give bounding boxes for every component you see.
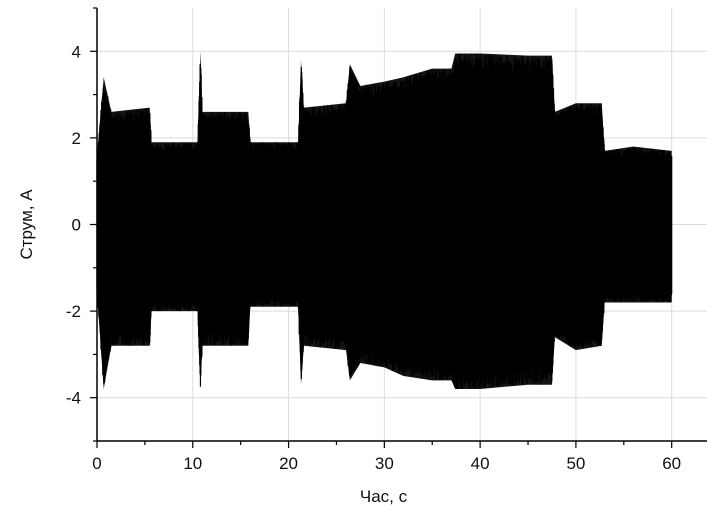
current-signal-band [96, 51, 673, 390]
x-tick-label: 10 [183, 454, 202, 473]
y-tick-label: 4 [72, 42, 81, 61]
signal-envelope [97, 51, 672, 390]
y-axis-ticks: -4 -2 0 2 4 [66, 7, 97, 442]
x-tick-label: 60 [662, 454, 681, 473]
x-tick-label: 50 [566, 454, 585, 473]
x-tick-label: 20 [279, 454, 298, 473]
x-axis-ticks: 0 10 20 30 40 50 60 [92, 441, 681, 473]
x-tick-label: 40 [471, 454, 490, 473]
y-tick-label: -4 [66, 389, 81, 408]
x-tick-label: 0 [92, 454, 101, 473]
y-tick-label: -2 [66, 302, 81, 321]
y-tick-label: 2 [72, 129, 81, 148]
y-tick-label: 0 [72, 216, 81, 235]
y-axis-title: Струм, А [17, 189, 36, 260]
x-axis-title: Час, с [360, 487, 408, 506]
x-tick-label: 30 [375, 454, 394, 473]
